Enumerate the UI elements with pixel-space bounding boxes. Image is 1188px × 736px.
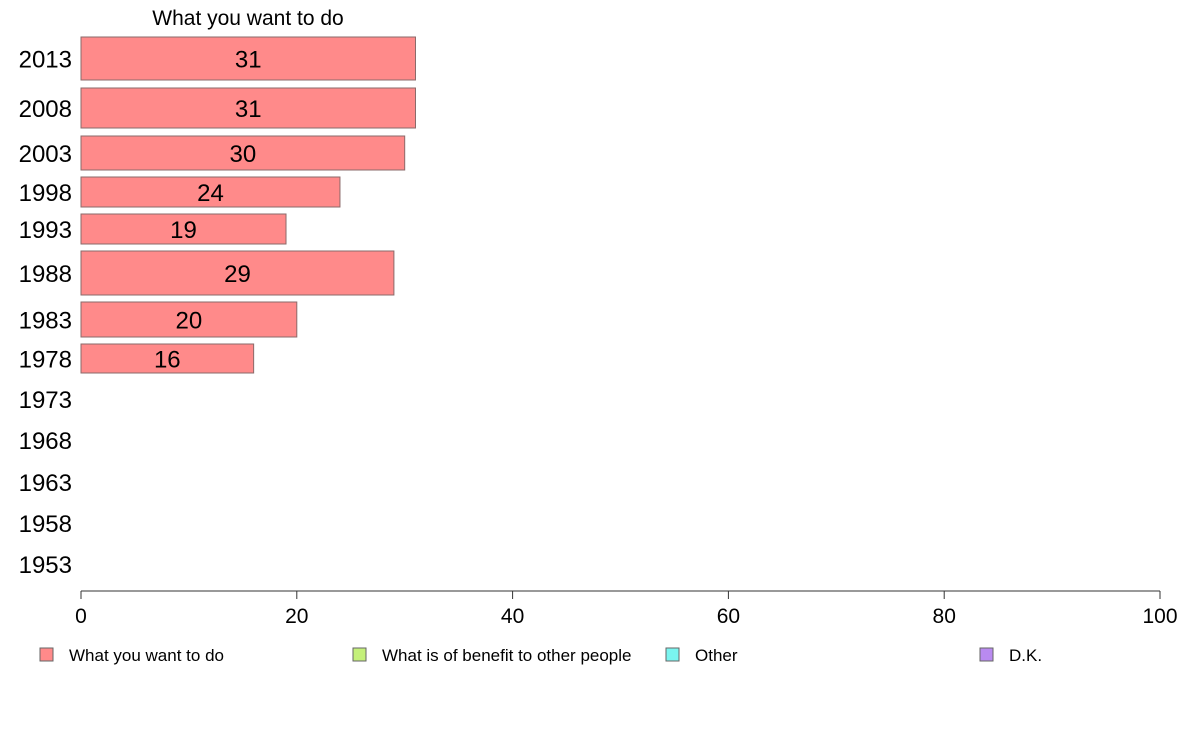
bar — [80, 213, 287, 245]
bar-value-label: 31 — [235, 47, 262, 74]
category-labels: 2013 2008 2003 1998 1993 1988 1983 1978 1973 1968… — [19, 47, 72, 580]
category-label: 1953 — [19, 552, 72, 579]
category-label: 2013 — [19, 47, 72, 74]
bar-value-label: 29 — [224, 261, 251, 288]
category-label: 2008 — [19, 96, 72, 123]
x-tick-label: 0 — [75, 605, 87, 628]
x-tick-label: 80 — [933, 605, 956, 628]
category-label: 1963 — [19, 470, 72, 497]
bar — [80, 176, 341, 208]
legend-swatch — [39, 647, 54, 662]
bar-value-label: 20 — [176, 308, 203, 335]
bar-value-label: 24 — [197, 180, 224, 207]
bar — [80, 343, 255, 374]
category-label: 1998 — [19, 180, 72, 207]
chart-title: What you want to do — [152, 7, 343, 30]
bar-value-label: 31 — [235, 96, 262, 123]
bar — [80, 301, 298, 338]
category-label: 1978 — [19, 347, 72, 374]
category-label: 1983 — [19, 308, 72, 335]
legend-swatch — [352, 647, 367, 662]
x-axis: 0 20 40 60 80 100 — [75, 590, 1178, 628]
bar — [80, 36, 416, 81]
x-tick-label: 20 — [285, 605, 308, 628]
category-label: 2003 — [19, 141, 72, 168]
x-tick-label: 60 — [717, 605, 740, 628]
legend-label: Other — [695, 646, 738, 665]
legend-label: What is of benefit to other people — [382, 646, 632, 665]
category-label: 1958 — [19, 511, 72, 538]
category-label: 1988 — [19, 261, 72, 288]
category-label: 1993 — [19, 217, 72, 244]
legend-swatch — [979, 647, 994, 662]
category-label: 1973 — [19, 387, 72, 414]
bar — [80, 250, 395, 296]
bar — [80, 87, 416, 129]
legend-label: D.K. — [1009, 646, 1042, 665]
x-tick-label: 40 — [501, 605, 524, 628]
bar — [80, 135, 406, 171]
legend-label: What you want to do — [69, 646, 224, 665]
bar-value-label: 30 — [229, 141, 256, 168]
bar-value-label: 19 — [170, 217, 197, 244]
bar-value-label: 16 — [154, 347, 181, 374]
category-label: 1968 — [19, 428, 72, 455]
legend: What you want to do What is of benefit to… — [39, 646, 1042, 665]
x-tick-label: 100 — [1142, 605, 1177, 628]
legend-swatch — [665, 647, 680, 662]
